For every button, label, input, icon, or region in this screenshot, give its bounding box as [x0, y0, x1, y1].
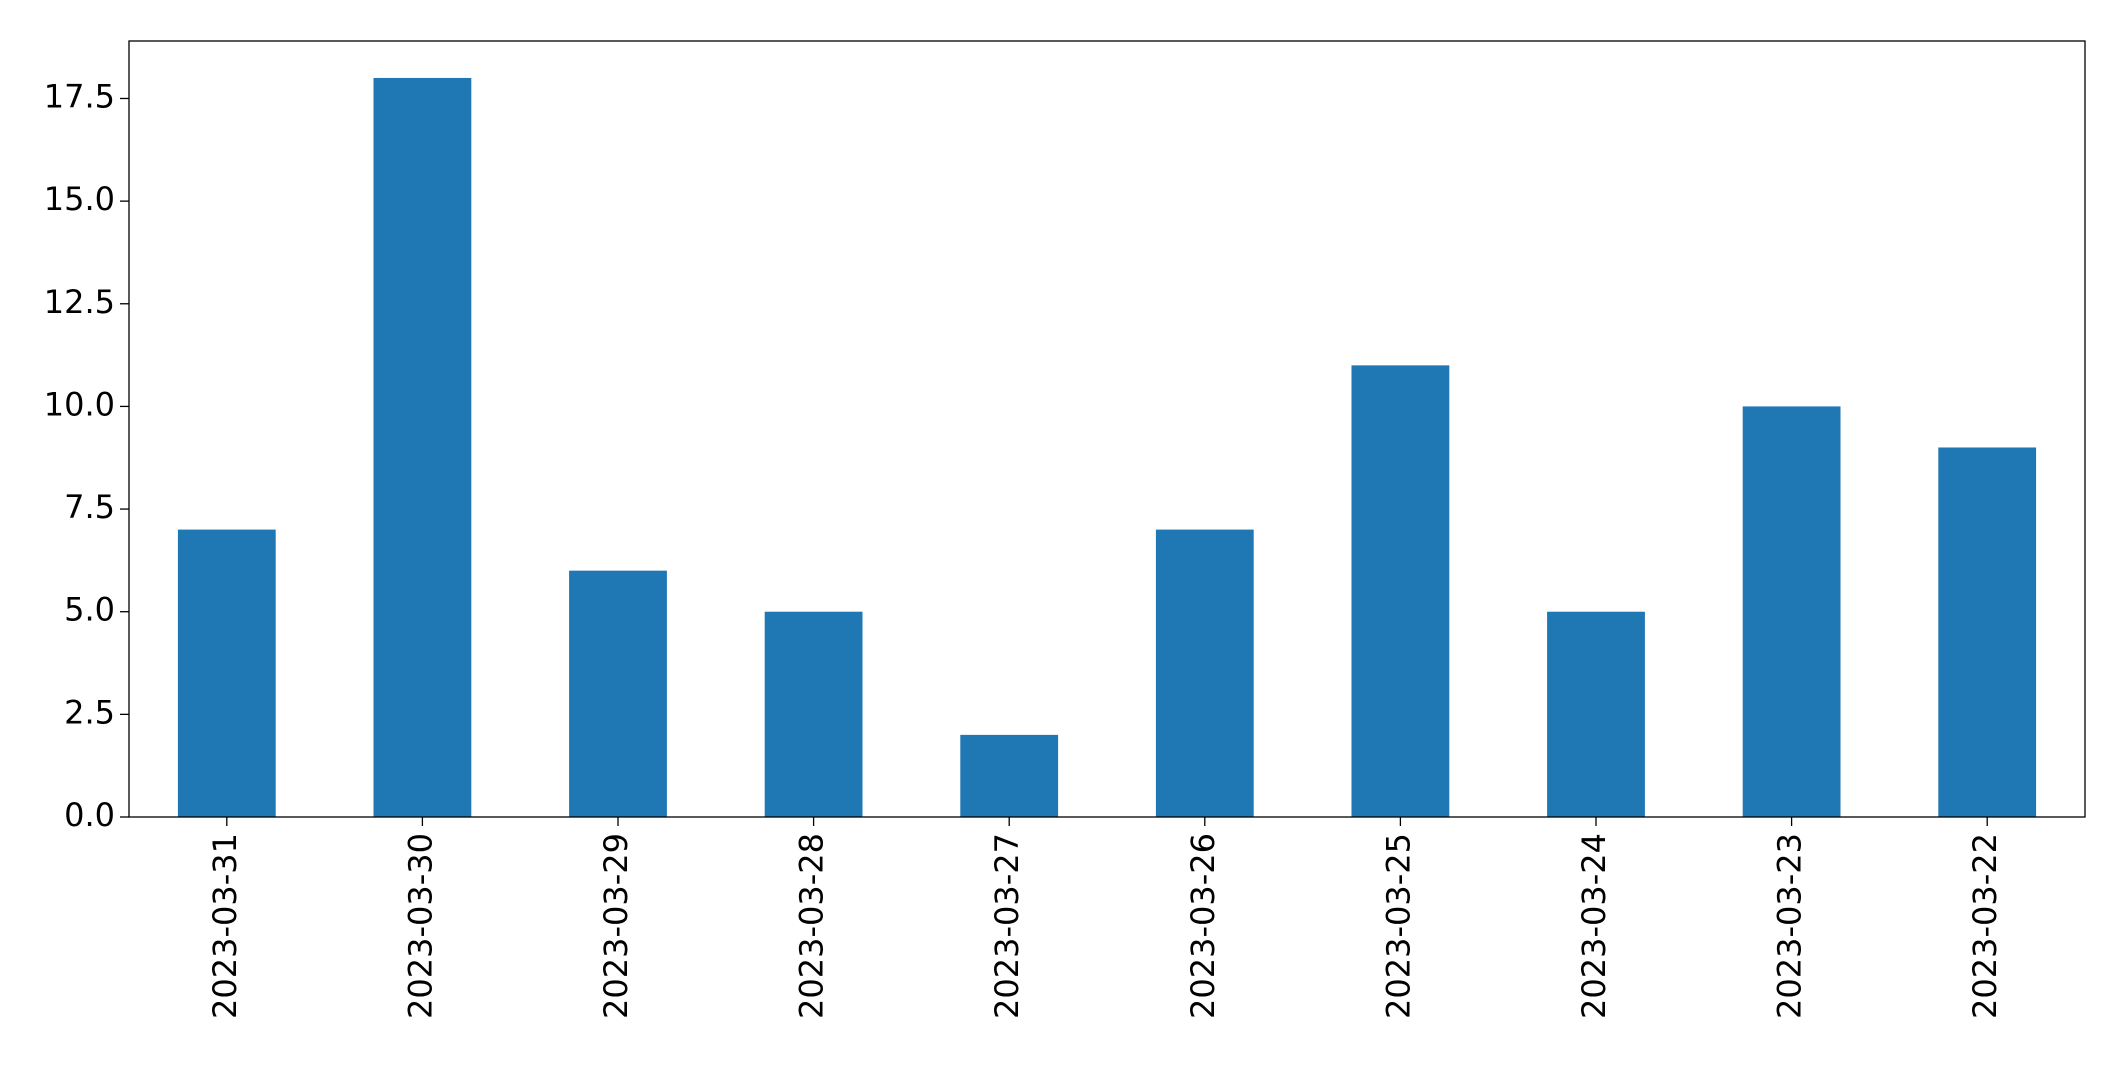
bar — [373, 77, 472, 817]
bar — [1351, 365, 1450, 817]
bar — [1155, 529, 1254, 817]
bar — [1938, 447, 2037, 817]
y-tick-label: 7.5 — [64, 488, 115, 526]
y-tick-label: 5.0 — [64, 591, 115, 629]
y-tick-label: 17.5 — [44, 77, 115, 115]
x-tick-label: 2023-03-24 — [1575, 833, 1613, 1019]
x-tick-label: 2023-03-28 — [793, 833, 831, 1019]
bar — [1742, 406, 1841, 817]
x-tick-label: 2023-03-22 — [1966, 833, 2004, 1019]
y-tick-label: 10.0 — [44, 385, 115, 423]
x-tick-label: 2023-03-26 — [1184, 833, 1222, 1019]
bar — [569, 570, 667, 817]
x-tick-label: 2023-03-27 — [988, 833, 1026, 1019]
bar — [764, 611, 863, 817]
axes-frame — [128, 40, 2086, 818]
x-tick-label: 2023-03-31 — [206, 833, 244, 1019]
x-tick-label: 2023-03-29 — [597, 833, 635, 1019]
y-tick-label: 2.5 — [64, 693, 115, 731]
bar — [1547, 611, 1645, 817]
bar — [177, 529, 276, 817]
y-tick-label: 15.0 — [44, 180, 115, 218]
y-tick-label: 12.5 — [44, 283, 115, 321]
x-tick-label: 2023-03-25 — [1379, 833, 1417, 1019]
x-tick-label: 2023-03-23 — [1771, 833, 1809, 1019]
bar — [960, 734, 1059, 817]
y-tick-label: 0.0 — [64, 796, 115, 834]
x-tick-label: 2023-03-30 — [401, 833, 439, 1019]
